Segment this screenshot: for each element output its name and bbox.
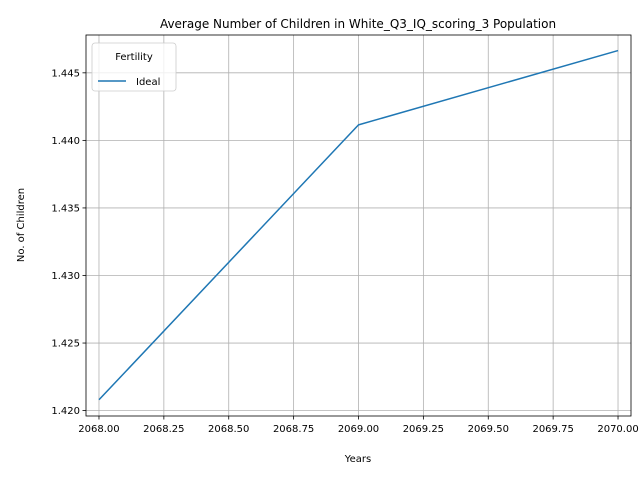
y-tick-label: 1.435	[51, 203, 80, 214]
series-layer	[98, 49, 619, 401]
x-axis-ticks: 2068.00 2068.25 2068.50 2068.75 2069.00 2069.…	[78, 416, 639, 435]
x-tick-label: 2069.75	[532, 424, 573, 435]
x-tick-label: 2070.00	[597, 424, 638, 435]
y-tick-label: 1.425	[51, 339, 80, 350]
legend-label-ideal: Ideal	[136, 77, 160, 88]
legend-box	[91, 42, 177, 92]
grid	[86, 35, 631, 416]
y-tick-label: 1.440	[51, 136, 80, 147]
x-tick-label: 2068.75	[273, 424, 314, 435]
y-axis-ticks: 1.420 1.425 1.430 1.435 1.440 1.445	[51, 68, 86, 417]
x-tick-label: 2068.25	[143, 424, 184, 435]
y-tick-label: 1.445	[51, 68, 80, 79]
x-tick-label: 2068.50	[208, 424, 249, 435]
y-tick-label: 1.420	[51, 406, 80, 417]
y-tick-label: 1.430	[51, 271, 80, 282]
x-axis-label: Years	[344, 454, 371, 465]
chart-title: Average Number of Children in White_Q3_I…	[160, 17, 556, 31]
x-tick-label: 2069.50	[468, 424, 509, 435]
y-axis-label: No. of Children	[16, 188, 27, 262]
series-line-ideal	[98, 49, 619, 401]
x-tick-label: 2069.00	[338, 424, 379, 435]
legend: Fertility Ideal	[91, 42, 177, 92]
x-tick-label: 2068.00	[78, 424, 119, 435]
x-tick-label: 2069.25	[403, 424, 444, 435]
legend-title: Fertility	[115, 52, 153, 63]
